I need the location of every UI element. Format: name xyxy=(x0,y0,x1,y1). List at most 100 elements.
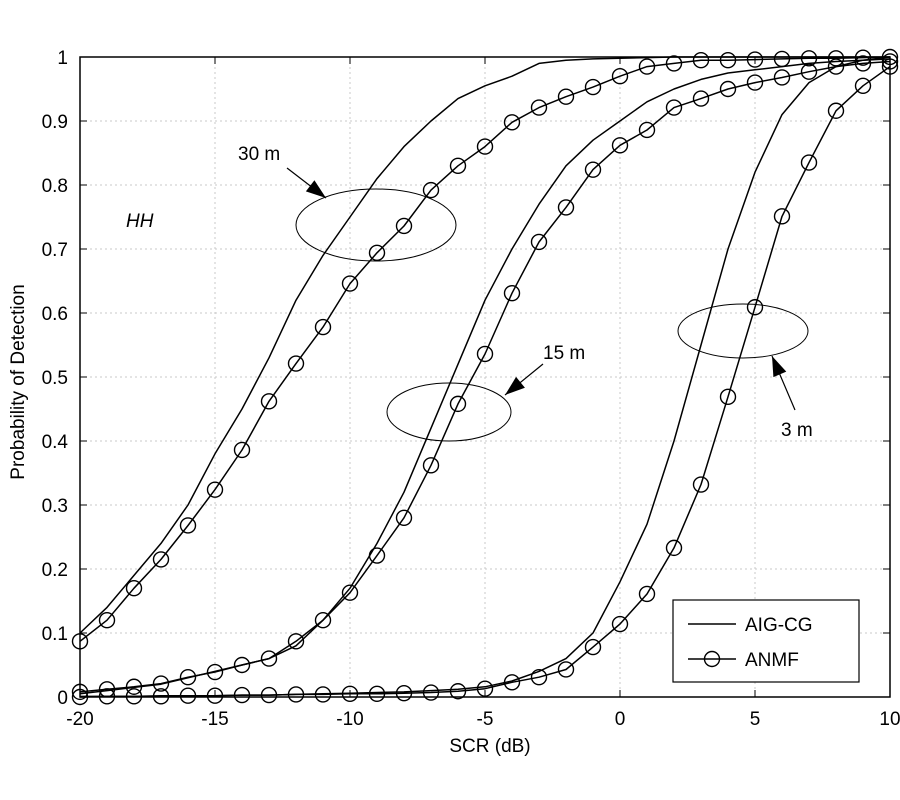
y-tick-label: 1 xyxy=(57,48,68,69)
y-tick-label: 0.2 xyxy=(42,560,68,581)
data-point-15m-anmf xyxy=(611,137,629,154)
arrow-3m-head xyxy=(772,356,787,378)
data-point-15m-anmf xyxy=(692,90,710,107)
data-point-30m-anmf xyxy=(800,50,818,67)
data-point-3m-anmf xyxy=(206,687,224,704)
data-point-3m-anmf xyxy=(692,476,710,493)
data-point-30m-anmf xyxy=(665,55,683,72)
label-30m: 30 m xyxy=(238,144,280,165)
data-point-3m-anmf xyxy=(746,299,764,316)
data-point-15m-anmf xyxy=(800,63,818,80)
data-point-3m-anmf xyxy=(827,102,845,119)
legend-box xyxy=(672,599,860,683)
data-point-15m-anmf xyxy=(665,99,683,116)
data-point-15m-anmf xyxy=(314,612,332,629)
y-tick-label: 0.7 xyxy=(42,240,68,261)
y-tick-label: 0.8 xyxy=(42,176,68,197)
ellipse-15m xyxy=(386,382,512,442)
data-point-15m-anmf xyxy=(368,547,386,564)
data-point-3m-anmf xyxy=(800,154,818,171)
data-point-30m-anmf xyxy=(746,51,764,68)
arrow-30m-head xyxy=(305,180,326,198)
data-point-15m-anmf xyxy=(557,199,575,216)
data-point-15m-anmf xyxy=(827,58,845,75)
data-point-30m-anmf xyxy=(152,551,170,568)
data-point-15m-anmf xyxy=(260,650,278,667)
data-point-15m-anmf xyxy=(341,584,359,601)
data-point-15m-anmf xyxy=(152,675,170,692)
data-point-15m-anmf xyxy=(206,663,224,681)
x-tick-label: 0 xyxy=(615,709,626,730)
data-point-3m-anmf xyxy=(449,683,467,700)
data-point-30m-anmf xyxy=(368,244,386,262)
data-point-3m-anmf xyxy=(422,684,440,701)
ellipse-3m xyxy=(677,303,809,359)
ellipse-30m xyxy=(295,188,457,262)
data-point-15m-anmf xyxy=(125,678,143,695)
legend: AIG-CG ANMF xyxy=(672,599,860,683)
data-point-15m-anmf xyxy=(179,668,197,686)
data-point-3m-anmf xyxy=(665,539,683,557)
data-point-15m-anmf xyxy=(233,656,251,674)
data-point-30m-anmf xyxy=(449,157,467,175)
x-tick-label: 5 xyxy=(750,709,761,730)
polarization-label: HH xyxy=(126,211,154,232)
y-tick-label: 0 xyxy=(57,688,68,709)
y-tick-label: 0.3 xyxy=(42,496,68,517)
data-point-3m-anmf xyxy=(557,661,575,678)
data-point-3m-anmf xyxy=(395,684,413,702)
data-point-30m-anmf xyxy=(125,580,143,597)
data-point-30m-anmf xyxy=(638,58,656,75)
data-point-30m-anmf xyxy=(422,181,440,199)
data-point-15m-anmf xyxy=(287,633,305,650)
data-point-15m-anmf xyxy=(503,284,521,302)
legend-label-anmf: ANMF xyxy=(745,650,799,671)
data-point-15m-anmf xyxy=(773,69,791,86)
arrow-15m-head xyxy=(505,376,525,395)
data-point-3m-anmf xyxy=(503,674,521,691)
data-point-30m-anmf xyxy=(287,355,305,372)
data-point-30m-anmf xyxy=(98,612,116,629)
data-point-3m-anmf xyxy=(287,686,305,703)
x-tick-label: -15 xyxy=(201,709,228,730)
data-point-3m-anmf xyxy=(773,208,791,225)
y-tick-label: 0.4 xyxy=(42,432,69,453)
y-tick-label: 0.5 xyxy=(42,368,68,389)
x-tick-label: -5 xyxy=(477,709,494,730)
y-tick-label: 0.6 xyxy=(42,304,68,325)
data-point-30m-anmf xyxy=(557,88,575,105)
data-point-15m-anmf xyxy=(422,457,440,474)
data-point-30m-anmf xyxy=(314,318,332,336)
data-point-3m-anmf xyxy=(314,686,332,703)
data-point-30m-anmf xyxy=(179,517,197,534)
data-point-30m-anmf xyxy=(503,114,521,131)
x-axis-label: SCR (dB) xyxy=(449,736,530,757)
series-line-15m-anmf xyxy=(79,60,891,693)
data-point-3m-anmf xyxy=(611,615,629,633)
data-point-30m-anmf xyxy=(395,217,413,235)
data-point-3m-anmf xyxy=(368,685,386,702)
label-15m: 15 m xyxy=(543,343,585,364)
ticks: -20 -15 -10 -5 0 5 10 0 0.1 0.2 0.3 0.4 0.5 0.6 0.7 0.8… xyxy=(42,48,900,730)
data-point-15m-anmf xyxy=(449,395,467,413)
data-point-30m-anmf xyxy=(260,393,278,410)
data-point-3m-anmf xyxy=(854,77,872,95)
data-point-3m-anmf xyxy=(584,638,602,656)
data-point-15m-anmf xyxy=(584,161,602,178)
data-point-15m-anmf xyxy=(530,233,548,251)
data-point-3m-anmf xyxy=(179,687,197,704)
data-point-30m-anmf xyxy=(827,50,845,67)
data-point-15m-anmf xyxy=(476,345,494,363)
series-layer xyxy=(71,48,899,706)
data-point-3m-anmf xyxy=(719,388,737,406)
data-point-30m-anmf xyxy=(233,441,251,459)
data-point-30m-anmf xyxy=(341,275,359,292)
grid xyxy=(80,57,890,697)
data-point-15m-anmf xyxy=(395,509,413,526)
data-point-30m-anmf xyxy=(530,99,548,116)
data-point-30m-anmf xyxy=(611,67,629,85)
legend-marker-anmf xyxy=(703,650,721,668)
data-point-3m-anmf xyxy=(341,685,359,702)
data-point-30m-anmf xyxy=(206,481,224,498)
